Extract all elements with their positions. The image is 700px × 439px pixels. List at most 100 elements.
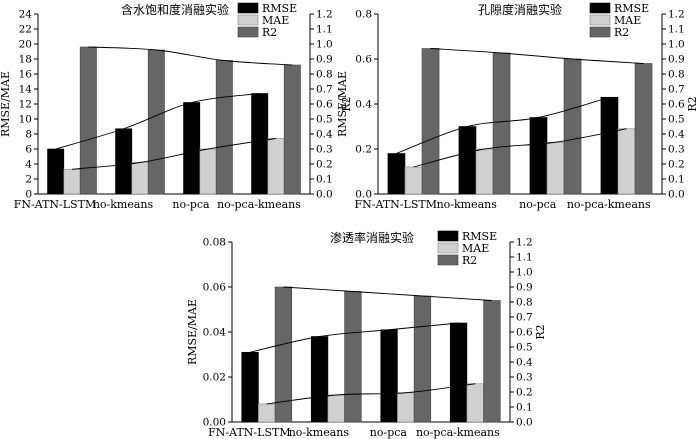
y2-tick-label: 0.4 (316, 129, 333, 141)
chart-title: 渗透率消融实验 (330, 230, 414, 245)
y2-tick-label: 1.1 (516, 252, 533, 264)
legend-swatch-rmse (589, 2, 611, 14)
x-tick-label: no-pca (370, 426, 408, 439)
y2-tick-label: 0.1 (668, 174, 685, 186)
y-tick-label: 14 (19, 84, 33, 96)
legend-swatch-r2 (589, 26, 611, 38)
y-tick-label: 0.2 (355, 144, 372, 156)
y-tick-label: 12 (19, 99, 32, 111)
y2-tick-label: 0.5 (668, 114, 685, 126)
y-axis-label: RMSE/MAE (336, 71, 349, 137)
y2-axis-label: R2 (534, 324, 547, 339)
y2-tick-label: 0.5 (516, 342, 533, 354)
bar-mae (199, 148, 217, 195)
bar-rmse (310, 336, 329, 423)
y-axis-label: RMSE/MAE (186, 299, 199, 365)
bar-mae (617, 128, 636, 195)
trend-line-r2 (430, 48, 644, 64)
y2-tick-label: 0.7 (316, 84, 333, 96)
y-tick-label: 0.02 (203, 372, 226, 384)
y2-tick-label: 0.5 (316, 114, 333, 126)
y-tick-label: 4 (25, 159, 32, 171)
bar-rmse (380, 329, 398, 423)
legend-label: RMSE (462, 230, 497, 243)
bar-rmse (600, 96, 619, 195)
y2-tick-label: 0.2 (668, 159, 685, 171)
bar-mae (63, 168, 81, 195)
y-tick-label: 6 (25, 144, 32, 156)
y2-tick-label: 0.9 (316, 54, 333, 66)
y2-tick-label: 0.7 (516, 312, 533, 324)
trend-line-rmse (249, 322, 459, 353)
y-tick-label: 0.04 (203, 327, 227, 339)
y2-tick-label: 1.0 (516, 267, 533, 279)
trend-line-rmse (396, 96, 610, 154)
legend-label: RMSE (262, 2, 297, 15)
y2-tick-label: 0.3 (516, 372, 533, 384)
legend-swatch-mae (237, 14, 259, 26)
legend-swatch-mae (437, 242, 459, 254)
x-tick-label: no-pca-kmeans (217, 198, 301, 211)
chart-panel-2: 渗透率消融实验 0.00 0.02 0.04 0.06 0.08 0.0 0.1 0.2 0.3 0… (186, 230, 547, 439)
bar-r2 (634, 63, 653, 195)
y2-tick-label: 0.8 (516, 297, 533, 309)
y-tick-label: 10 (19, 114, 32, 126)
legend-swatch-rmse (437, 230, 459, 242)
y2-tick-label: 1.2 (516, 237, 533, 249)
y2-tick-label: 0.9 (516, 282, 533, 294)
y-tick-label: 8 (25, 129, 32, 141)
y2-tick-label: 0.6 (316, 99, 333, 111)
bar-rmse (387, 153, 406, 195)
chart-title: 含水饱和度消融实验 (121, 2, 229, 17)
y-tick-label: 0.6 (355, 54, 372, 66)
y-tick-label: 22 (19, 24, 32, 36)
bar-r2 (563, 58, 582, 195)
y2-axis-label: R2 (340, 96, 353, 111)
bar-r2 (483, 300, 501, 423)
trend-line-mae (71, 138, 277, 170)
chart-panel-0: 含水饱和度消融实验0246810121416182022240.00.10.20… (0, 2, 353, 211)
bar-mae (327, 394, 345, 423)
y2-tick-label: 0.2 (516, 387, 533, 399)
bar-r2 (215, 60, 233, 195)
x-tick-label: no-kmeans (437, 198, 498, 211)
y2-tick-label: 0.3 (668, 144, 685, 156)
bar-r2 (147, 49, 165, 195)
y2-tick-label: 0.4 (668, 129, 685, 141)
x-tick-label: no-pca (172, 198, 210, 211)
legend-label: MAE (262, 14, 289, 27)
legend-label: R2 (262, 26, 277, 39)
trend-line-r2 (88, 46, 293, 66)
bar-mae (475, 148, 494, 195)
y2-tick-label: 0.7 (668, 84, 685, 96)
y-tick-label: 24 (19, 9, 33, 21)
bar-r2 (344, 291, 362, 423)
bar-r2 (421, 48, 440, 195)
y2-tick-label: 0.0 (316, 189, 333, 201)
y2-tick-label: 1.0 (668, 39, 685, 51)
legend-label: MAE (462, 242, 489, 255)
bar-rmse (529, 117, 548, 195)
bar-rmse (458, 126, 477, 195)
bar-rmse (251, 93, 269, 195)
y-tick-label: 0.4 (355, 99, 372, 111)
y2-tick-label: 0.6 (516, 327, 533, 339)
trend-line-mae (413, 128, 627, 168)
y2-tick-label: 0.0 (516, 417, 533, 429)
y-tick-label: 0.08 (203, 237, 226, 249)
y-tick-label: 16 (19, 69, 33, 81)
x-tick-label: FN-ATN-LSTM (355, 198, 437, 211)
bar-r2 (283, 64, 301, 195)
bar-r2 (79, 46, 97, 195)
y2-tick-label: 1.2 (316, 9, 333, 21)
y-tick-label: 20 (19, 39, 32, 51)
legend-swatch-r2 (437, 254, 459, 266)
y2-tick-label: 0.2 (316, 159, 333, 171)
y2-tick-label: 1.0 (316, 39, 333, 51)
y-tick-label: 0.8 (355, 9, 372, 21)
x-tick-label: FN-ATN-LSTM (208, 426, 290, 439)
legend-swatch-r2 (237, 26, 259, 38)
bar-mae (404, 166, 423, 195)
y2-tick-label: 0.1 (316, 174, 333, 186)
